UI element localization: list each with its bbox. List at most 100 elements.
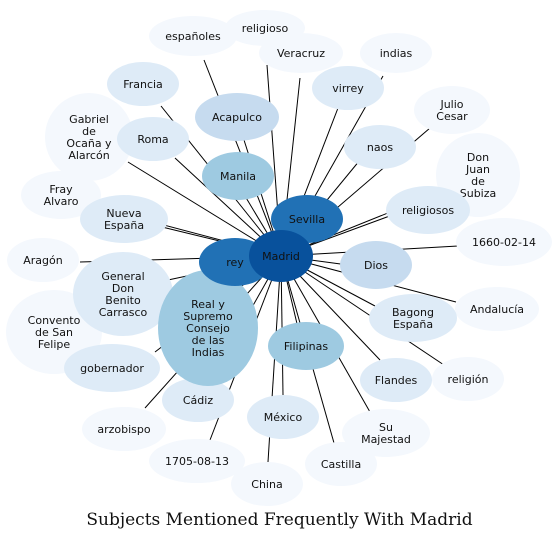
node-aragon: Aragón [7,238,79,282]
node-bubble [162,378,234,422]
node-su-majestad: Su Majestad [342,409,430,457]
node-religion: religión [432,357,504,401]
node-label: Cádiz [183,394,213,407]
node-francia: Francia [107,62,179,106]
node-label: Nueva España [104,207,144,232]
node-label: Fray Alvaro [44,183,79,208]
node-bubble [360,33,432,73]
node-bubble [386,186,470,234]
node-bubble [268,322,344,370]
node-bubble [342,409,430,457]
node-label: virrey [332,82,364,95]
node-bubble [7,238,79,282]
node-label: Francia [123,78,163,91]
node-label: religión [448,373,489,386]
node-label: arzobispo [97,423,151,436]
node-bubble [231,462,303,506]
node-label: Aragón [23,254,63,267]
node-bubble [149,16,237,56]
node-flandes: Flandes [360,358,432,402]
node-bubble [80,195,168,243]
node-bubble [259,33,343,73]
node-cadiz: Cádiz [162,378,234,422]
edge-religion [280,255,445,366]
node-virrey: virrey [312,66,384,110]
node-label: religiosos [402,204,454,217]
node-bubble [195,93,279,141]
node-label: Sevilla [289,213,325,226]
node-bubble [456,218,552,266]
node-bubble [369,294,457,342]
node-naos: naos [344,125,416,169]
node-bubble [360,358,432,402]
node-bubble [107,62,179,106]
node-label: Veracruz [277,47,325,60]
node-bubble [202,152,274,200]
node-bubble [21,171,101,219]
node-bubble [305,442,377,486]
node-religiosos: religiosos [386,186,470,234]
node-bubble [340,241,412,289]
node-real-y-supremo-consejo-de-las-indias: Real y Supremo Consejo de las Indias [158,270,258,386]
node-bubble [432,357,504,401]
node-label: religioso [242,22,289,35]
node-label: Roma [137,133,168,146]
node-acapulco: Acapulco [195,93,279,141]
node-madrid: Madrid [249,230,313,282]
node-gabriel-de-ocana-y-alarcon: Gabriel de Ocaña y Alarcón [45,93,133,181]
node-espanoles: españoles [149,16,237,56]
node-bubble [82,407,166,451]
node-label: Manila [220,170,256,183]
node-label: Don Juan de Subiza [460,151,497,200]
node-bubble [455,287,539,331]
node-label: Julio Cesar [436,98,468,123]
node-label: México [264,411,303,424]
node-label: Real y Supremo Consejo de las Indias [183,298,233,359]
node-label: Acapulco [212,111,262,124]
node-fray-alvaro: Fray Alvaro [21,171,101,219]
node-bubble [247,395,319,439]
node-1705-08-13: 1705-08-13 [149,439,245,483]
node-label: General Don Benito Carrasco [99,270,148,319]
node-china: China [231,462,303,506]
node-bubble [117,117,189,161]
node-label: naos [367,141,393,154]
node-bubble [344,125,416,169]
node-label: Flandes [375,374,418,387]
node-julio-cesar: Julio Cesar [414,86,490,134]
node-castilla: Castilla [305,442,377,486]
node-bubble [73,252,173,336]
node-nueva-espana: Nueva España [80,195,168,243]
node-label: Convento de San Felipe [28,314,81,351]
node-roma: Roma [117,117,189,161]
node-1660-02-14: 1660-02-14 [456,218,552,266]
node-label: 1660-02-14 [472,236,536,249]
node-indias: indias [360,33,432,73]
diagram-title: Subjects Mentioned Frequently With Madri… [86,510,473,530]
node-bubble [45,93,133,181]
node-filipinas: Filipinas [268,322,344,370]
node-bubble [158,270,258,386]
node-bubble [149,439,245,483]
node-gobernador: gobernador [64,344,160,392]
node-mexico: México [247,395,319,439]
node-manila: Manila [202,152,274,200]
node-label: Gabriel de Ocaña y Alarcón [66,113,112,162]
node-andalucia: Andalucía [455,287,539,331]
node-label: China [251,478,282,491]
node-arzobispo: arzobispo [82,407,166,451]
node-dios: Dios [340,241,412,289]
node-general-don-benito-carrasco: General Don Benito Carrasco [73,252,173,336]
node-bubble [414,86,490,134]
node-bubble [312,66,384,110]
node-bubble [249,230,313,282]
node-label: 1705-08-13 [165,455,229,468]
node-veracruz: Veracruz [259,33,343,73]
node-label: Andalucía [470,303,524,316]
node-bagong-espana: Bagong España [369,294,457,342]
nodes: españoles religioso Veracruz indias Julio Ces… [6,10,552,506]
node-label: indias [380,47,413,60]
node-bubble [64,344,160,392]
node-label: gobernador [80,362,144,375]
